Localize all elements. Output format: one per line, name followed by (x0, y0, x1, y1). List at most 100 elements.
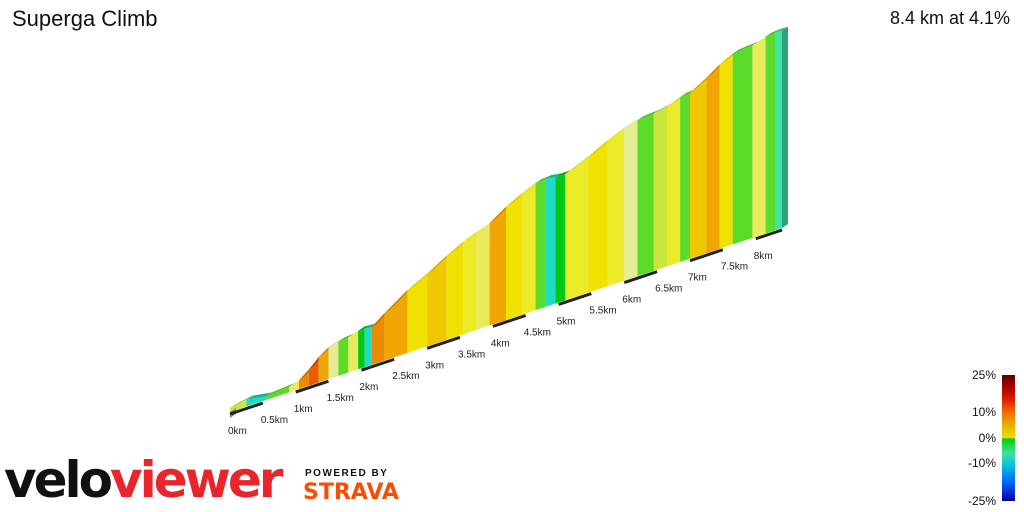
distance-tick-label: 7km (688, 273, 707, 284)
axis-dash-15 (722, 237, 757, 252)
segment-top-28 (624, 116, 644, 128)
segment-top-29 (637, 109, 660, 121)
distance-tick-label: 3.5km (458, 349, 485, 360)
segment-top-24 (555, 170, 572, 178)
logo-viewer: viewer (110, 451, 283, 509)
segment-top-7 (328, 337, 345, 348)
segment-top-30 (653, 102, 673, 114)
gradient-segment-2 (266, 386, 290, 400)
gradient-segment-13 (384, 290, 408, 361)
logo-velo: velo (4, 451, 113, 509)
gradient-legend-bar (1002, 375, 1015, 501)
legend-label-0: 0% (978, 431, 996, 445)
axis-dash-10 (558, 292, 592, 306)
axis-dash-16 (755, 228, 783, 241)
segment-top-10 (358, 324, 371, 331)
segment-top-8 (338, 333, 355, 342)
gradient-segment-14 (407, 273, 428, 353)
distance-tick-label: 0km (228, 426, 247, 437)
segment-top-39 (775, 26, 788, 33)
veloviewer-logo[interactable]: veloviewer (4, 448, 283, 512)
segment-top-38 (765, 28, 782, 37)
distance-tick-label: 2km (359, 382, 378, 393)
gradient-segment-3 (289, 380, 299, 393)
gradient-segment-33 (690, 77, 707, 259)
gradient-segment-38 (765, 32, 776, 234)
gradient-segment-10 (358, 328, 365, 370)
strava-logo[interactable]: STRAVA (303, 480, 399, 505)
gradient-segment-6 (318, 347, 329, 383)
gradient-segment-39 (775, 30, 782, 231)
distance-tick-label: 5km (557, 316, 576, 327)
distance-tick-label: 4km (491, 338, 510, 349)
legend-label-10: 10% (971, 405, 996, 419)
axis-dash-6 (426, 335, 461, 350)
segment-top-1 (246, 392, 273, 400)
gradient-segment-9 (348, 330, 359, 373)
axis-dash-5 (393, 346, 428, 361)
gradient-segment-35 (719, 53, 733, 249)
segment-top-0 (230, 395, 253, 408)
axis-dash-9 (525, 303, 560, 317)
gradient-segment-21 (522, 183, 536, 315)
gradient-segment-25 (565, 156, 589, 301)
axis-dash-11 (590, 281, 625, 295)
gradient-segment-12 (371, 313, 385, 365)
distance-tick-label: 0.5km (261, 415, 288, 426)
segment-top-15 (427, 251, 453, 274)
distance-tick-label: 5.5km (589, 306, 616, 317)
gradient-segment-17 (463, 231, 477, 335)
segment-top-26 (588, 136, 614, 157)
distance-tick-label: 6.5km (655, 284, 682, 295)
powered-by-label: POWERED BY (305, 468, 389, 479)
axis-dash-1 (262, 390, 297, 405)
axis-dash-4 (360, 357, 395, 372)
axis-dash-7 (459, 324, 494, 339)
segment-top-22 (535, 175, 552, 184)
gradient-segment-31 (667, 96, 681, 267)
legend-label-minus-10: -10% (967, 456, 996, 470)
segment-top-32 (680, 88, 696, 97)
distance-tick-label: 1.5km (327, 393, 354, 404)
distance-tick-label: 3km (425, 360, 444, 371)
gradient-segment-23 (545, 177, 556, 307)
segment-top-36 (732, 41, 759, 54)
gradient-segment-32 (680, 92, 690, 262)
distance-tick-label: 4.5km (524, 327, 551, 338)
segment-top-14 (407, 269, 434, 291)
gradient-segment-29 (637, 113, 654, 277)
segment-top-23 (545, 173, 562, 180)
distance-tick-label: 2.5km (392, 371, 419, 382)
profile-end-cap (782, 26, 788, 228)
gradient-segment-20 (506, 192, 523, 320)
legend-label-25: 25% (971, 368, 996, 382)
distance-tick-label: 7.5km (721, 262, 748, 273)
chart-title: Superga Climb (12, 6, 158, 31)
axis-dash-14 (689, 248, 724, 263)
gradient-segment-37 (752, 36, 766, 238)
gradient-segment-28 (624, 120, 638, 281)
gradient-segment-0 (230, 399, 247, 412)
axis-dash-0 (229, 401, 264, 416)
gradient-segment-5 (308, 357, 319, 386)
climb-summary: 8.4 km at 4.1% (889, 8, 1010, 28)
gradient-segment-19 (489, 206, 506, 326)
gradient-segment-27 (607, 127, 625, 287)
gradient-segment-30 (653, 106, 667, 271)
gradient-segment-15 (427, 255, 447, 347)
axis-dash-3 (328, 368, 362, 383)
axis-dash-2 (295, 379, 330, 394)
axis-dash-12 (623, 270, 658, 284)
gradient-segment-7 (328, 341, 339, 380)
segment-top-13 (384, 286, 414, 314)
distance-tick-label: 6km (622, 295, 641, 306)
distance-tick-label: 1km (294, 404, 313, 415)
gradient-segment-11 (364, 327, 372, 368)
gradient-segment-34 (706, 64, 720, 254)
gradient-segment-18 (476, 223, 490, 330)
gradient-segment-36 (732, 45, 753, 245)
segment-top-2 (266, 382, 296, 397)
segment-top-25 (565, 152, 595, 175)
gradient-segment-1 (246, 396, 267, 407)
legend-label-minus-25: -25% (967, 494, 996, 508)
